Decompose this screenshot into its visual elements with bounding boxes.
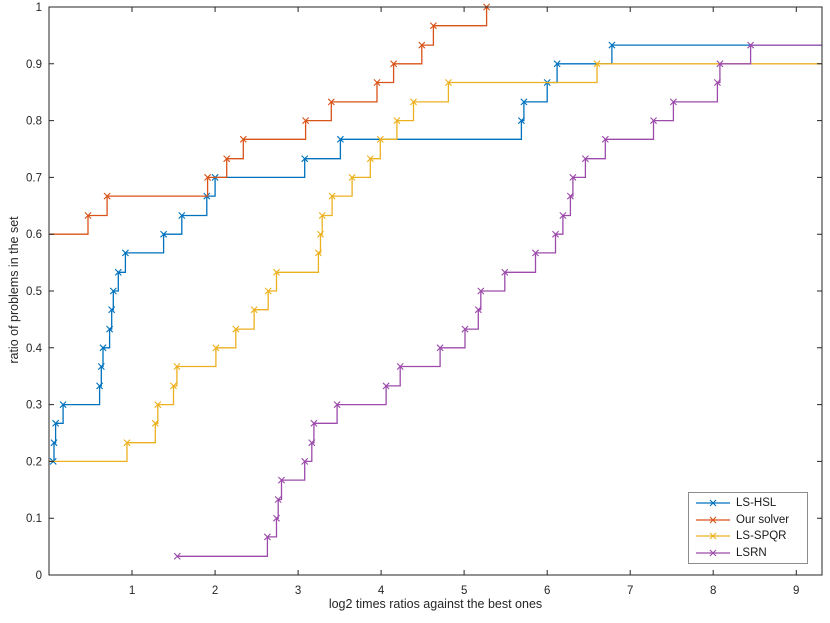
series-line-LS-HSL xyxy=(53,44,822,463)
legend-line-sample-icon xyxy=(696,549,730,557)
legend-sample-x-marker-icon xyxy=(709,532,717,540)
x-axis-label: log2 times ratios against the best ones xyxy=(328,597,543,611)
series-line-LSRN xyxy=(177,44,822,557)
legend-sample-x-marker-icon xyxy=(709,549,717,557)
x-tick-label: 5 xyxy=(461,585,467,597)
y-tick-label: 0 xyxy=(36,570,42,582)
x-tick-label: 3 xyxy=(295,585,301,597)
legend-label: LS-HSL xyxy=(736,497,777,510)
series-markers-LSRN xyxy=(173,41,755,560)
legend-line-sample-icon xyxy=(696,532,730,540)
y-tick-label: 0.6 xyxy=(26,229,42,241)
x-tick-label: 9 xyxy=(793,585,799,597)
series-markers-Our solver xyxy=(84,3,491,219)
series-markers-LS-SPQR xyxy=(123,60,601,447)
y-axis-label: ratio of problems in the set xyxy=(7,216,21,364)
legend-sample-x-marker-icon xyxy=(709,516,717,524)
x-tick-label: 8 xyxy=(710,585,716,597)
x-tick-label: 7 xyxy=(627,585,633,597)
y-tick-label: 1 xyxy=(36,2,42,14)
legend-label: LS-SPQR xyxy=(736,530,787,543)
y-tick-label: 0.8 xyxy=(26,116,42,128)
series-line-Our solver xyxy=(49,7,488,235)
axes-box xyxy=(48,6,823,576)
legend-label: LSRN xyxy=(736,546,767,559)
x-tick-label: 1 xyxy=(129,585,135,597)
y-tick-label: 0.4 xyxy=(26,343,43,355)
y-tick-label: 0.5 xyxy=(26,286,42,298)
legend-line-sample-icon xyxy=(696,499,730,507)
y-tick-label: 0.7 xyxy=(26,172,42,184)
series-line-LS-SPQR xyxy=(49,63,822,463)
y-tick-label: 0.1 xyxy=(26,513,42,525)
legend-item-lsrn: LSRN xyxy=(695,545,807,561)
x-tick-label: 4 xyxy=(378,585,385,597)
legend-line-sample-icon xyxy=(696,516,730,524)
y-tick-label: 0.3 xyxy=(26,400,42,412)
legend-sample-x-marker-icon xyxy=(709,499,717,507)
x-tick-label: 2 xyxy=(212,585,218,597)
x-tick-label: 6 xyxy=(544,585,550,597)
legend-item-ls-spqr: LS-SPQR xyxy=(695,528,807,544)
legend: LS-HSL Our solver LS-SPQR LSRN xyxy=(688,492,808,564)
legend-item-ls-hsl: LS-HSL xyxy=(695,495,807,511)
y-tick-label: 0.9 xyxy=(26,59,42,71)
y-tick-label: 0.2 xyxy=(26,456,42,468)
legend-item-our-solver: Our solver xyxy=(695,512,807,528)
legend-label: Our solver xyxy=(736,513,790,526)
axis-ticks xyxy=(49,6,822,576)
